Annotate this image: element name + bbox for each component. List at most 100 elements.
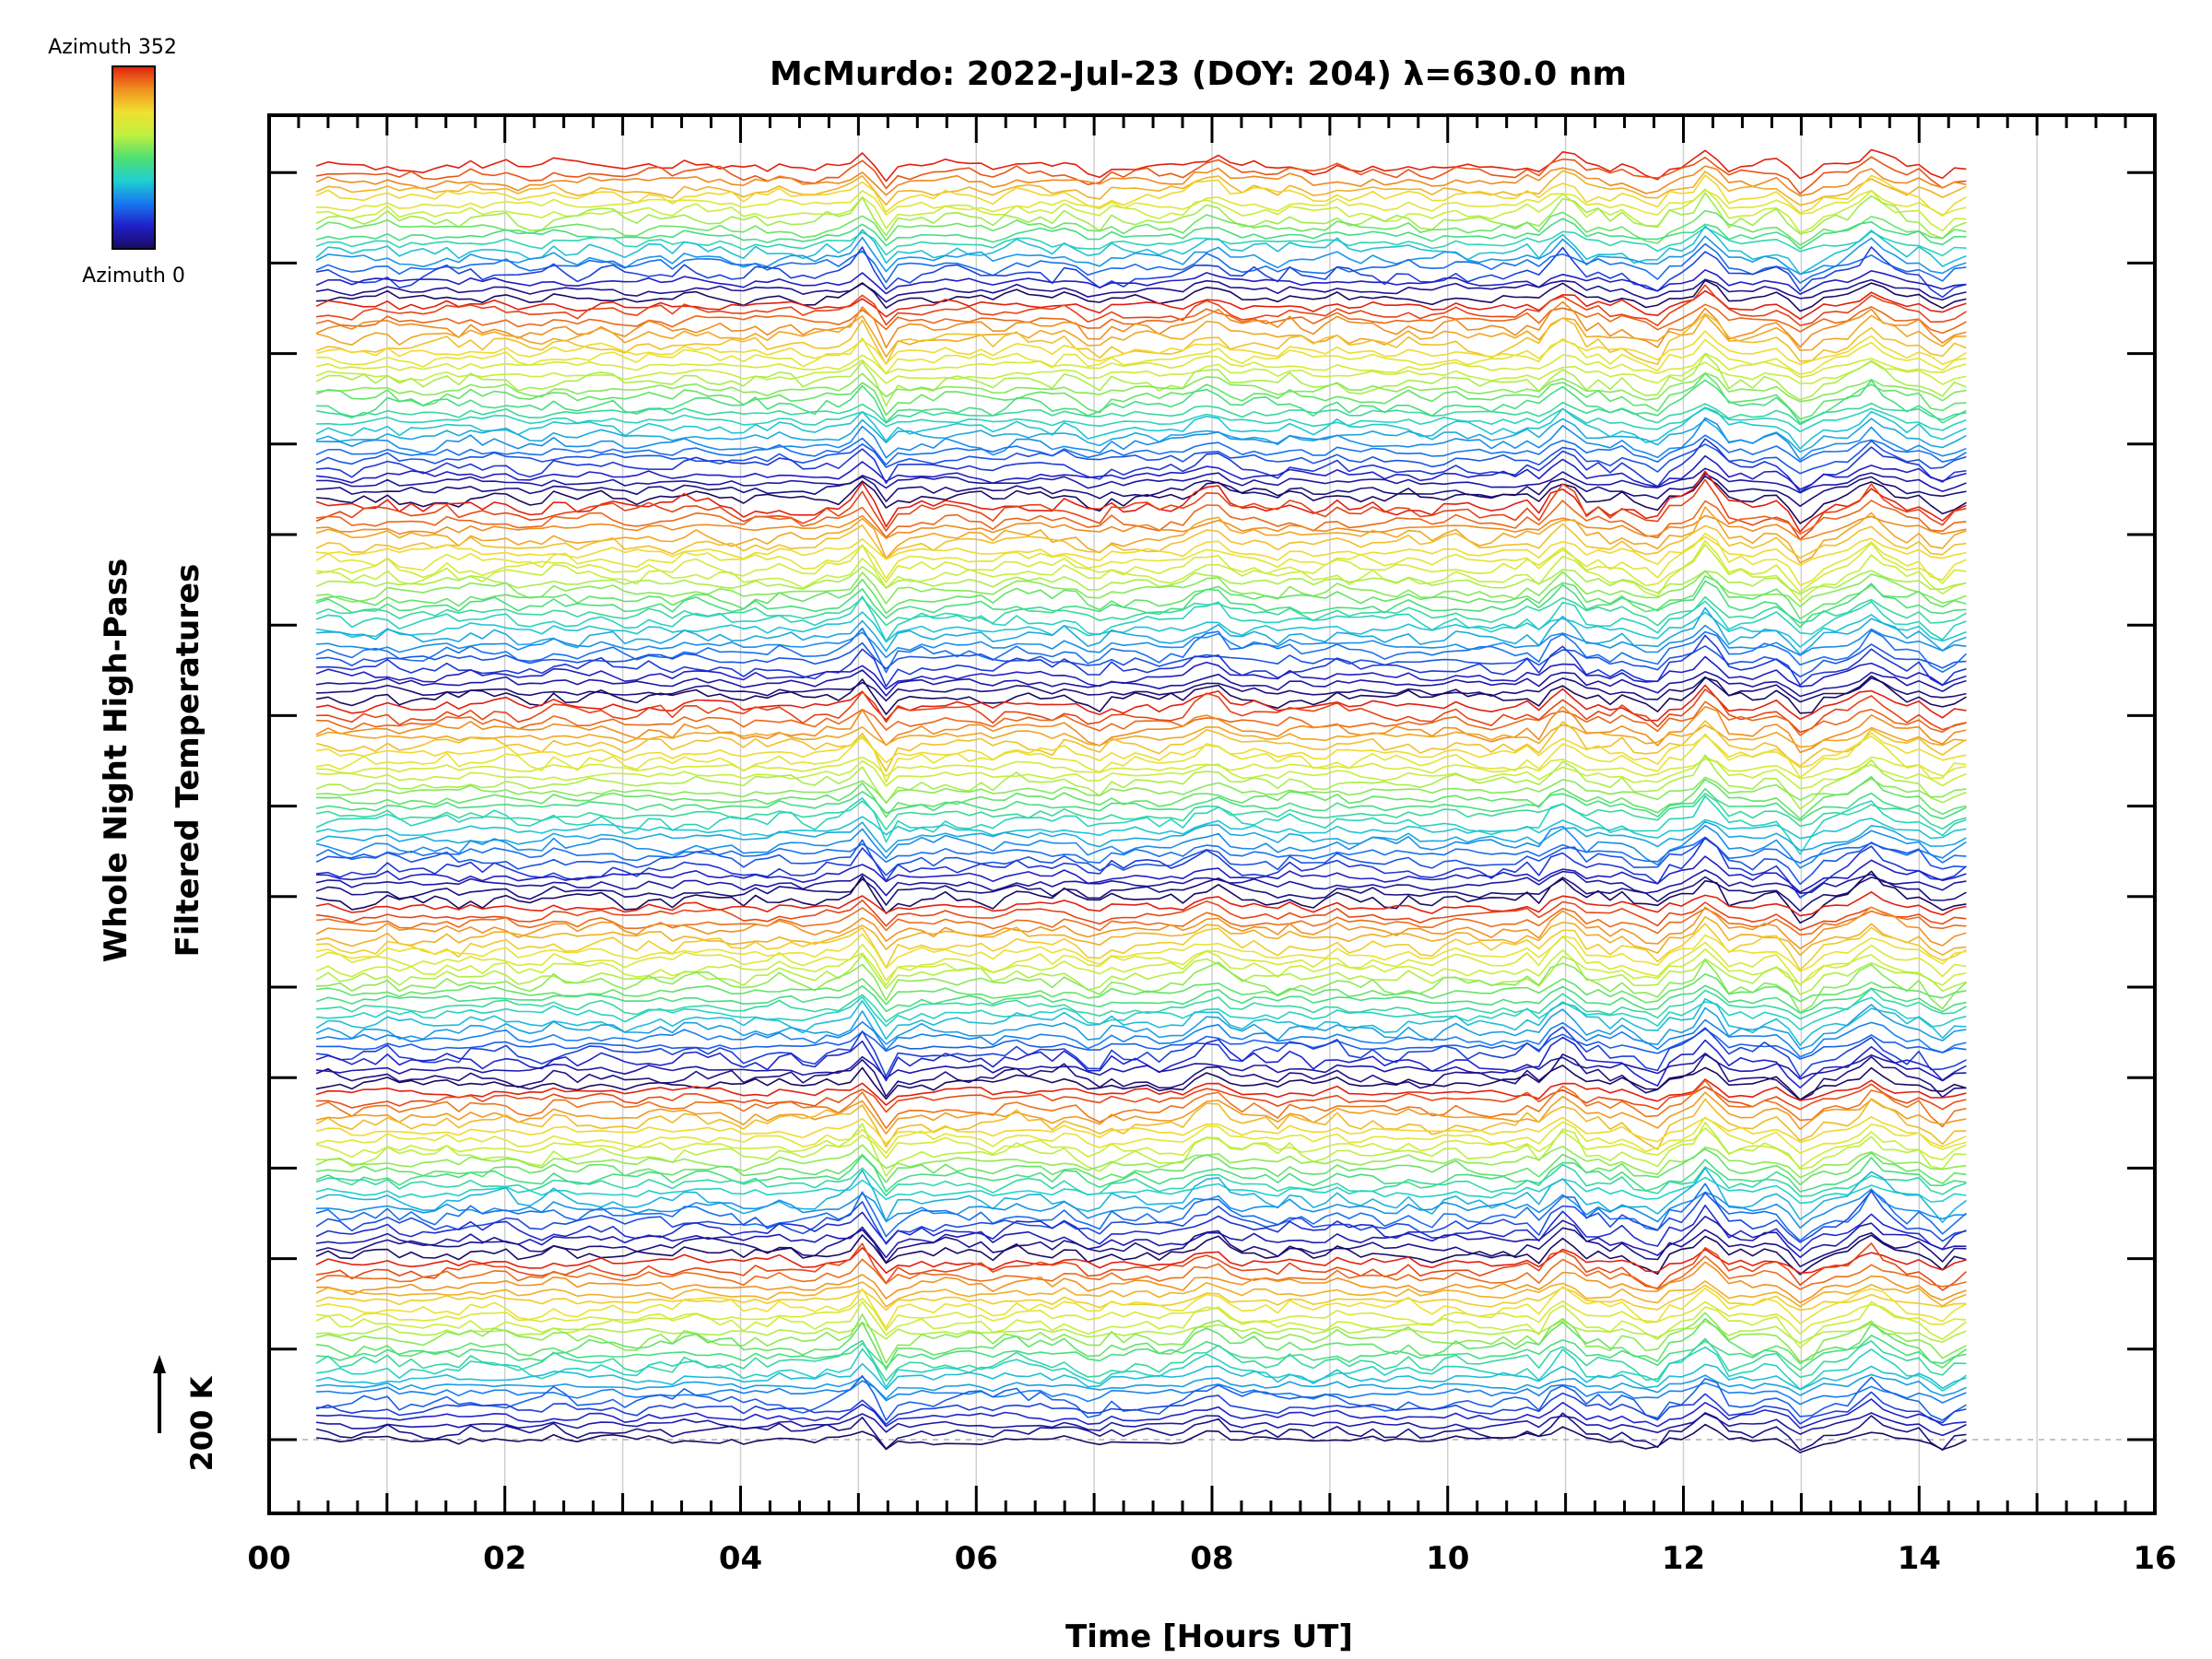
series-line bbox=[316, 1053, 1967, 1082]
series-line bbox=[315, 313, 1967, 358]
series-line bbox=[315, 575, 1967, 620]
series-line bbox=[315, 824, 1967, 869]
series-line bbox=[315, 870, 1967, 924]
series-line bbox=[315, 611, 1967, 648]
series-line bbox=[315, 156, 1967, 194]
series-line bbox=[315, 1036, 1967, 1088]
series-line bbox=[316, 959, 1967, 1014]
series-line bbox=[315, 935, 1967, 986]
series-line bbox=[315, 1312, 1967, 1364]
series-line bbox=[315, 933, 1967, 972]
chart-title: McMurdo: 2022-Jul-23 (DOY: 204) λ=630.0 … bbox=[770, 55, 1627, 93]
x-tick-label: 14 bbox=[1898, 1540, 1941, 1577]
series-line bbox=[315, 1412, 1967, 1452]
series-line bbox=[315, 1205, 1967, 1252]
series-line bbox=[315, 1091, 1967, 1135]
series-line bbox=[315, 209, 1967, 246]
series-line bbox=[315, 1155, 1967, 1193]
series-line bbox=[316, 776, 1967, 804]
series-line bbox=[315, 352, 1967, 379]
series-line bbox=[315, 754, 1967, 810]
series-line bbox=[315, 820, 1967, 853]
series-line bbox=[315, 684, 1967, 722]
series-line bbox=[315, 1182, 1967, 1241]
series-line bbox=[316, 1297, 1967, 1335]
series-line bbox=[316, 535, 1967, 566]
x-tick-label: 00 bbox=[247, 1540, 290, 1577]
y-axis-label-line2: Filtered Temperatures bbox=[170, 564, 206, 958]
series-line bbox=[315, 655, 1967, 690]
series-line bbox=[316, 907, 1967, 935]
series-line bbox=[315, 500, 1967, 539]
series-line bbox=[316, 1083, 1967, 1113]
x-tick-label: 12 bbox=[1662, 1540, 1705, 1577]
series-line bbox=[316, 973, 1967, 1006]
series-line bbox=[315, 732, 1967, 769]
scale-marker: 200 K bbox=[153, 1355, 219, 1471]
series-line bbox=[315, 278, 1967, 303]
series-line bbox=[315, 218, 1967, 250]
series-line bbox=[315, 174, 1967, 217]
series-line bbox=[315, 1362, 1967, 1391]
series-line bbox=[316, 1373, 1967, 1400]
series-line bbox=[315, 353, 1967, 407]
series-line bbox=[316, 1380, 1967, 1406]
series-line bbox=[316, 1423, 1967, 1453]
series-line bbox=[315, 1163, 1967, 1197]
series-line bbox=[315, 948, 1967, 986]
series-line bbox=[315, 303, 1967, 335]
series-line bbox=[316, 189, 1967, 216]
series-line bbox=[315, 470, 1967, 533]
series-line bbox=[316, 634, 1967, 688]
series-line bbox=[315, 1255, 1967, 1290]
series-line bbox=[315, 1098, 1967, 1150]
series-line bbox=[315, 330, 1967, 366]
scale-marker-arrow-head bbox=[153, 1355, 166, 1373]
colorbar-bottom-label: Azimuth 0 bbox=[82, 265, 185, 288]
series-line bbox=[315, 788, 1967, 822]
series-line bbox=[315, 1286, 1967, 1329]
series-line bbox=[316, 1320, 1967, 1344]
series-line bbox=[316, 570, 1967, 607]
colorbar: Azimuth 352 Azimuth 0 bbox=[48, 36, 185, 288]
series-line bbox=[315, 916, 1967, 957]
series-line bbox=[316, 188, 1967, 234]
series-line bbox=[315, 1004, 1967, 1051]
series-line bbox=[315, 891, 1967, 917]
series-line bbox=[315, 998, 1967, 1046]
series-line bbox=[315, 669, 1967, 698]
series-line bbox=[316, 1261, 1967, 1304]
series-line bbox=[315, 165, 1967, 197]
series-line bbox=[315, 269, 1967, 295]
series-line bbox=[316, 775, 1967, 820]
series-line bbox=[316, 676, 1967, 703]
series-line bbox=[315, 1300, 1967, 1348]
series-line bbox=[315, 1053, 1967, 1101]
series-line bbox=[315, 1216, 1967, 1259]
series-line bbox=[315, 1284, 1967, 1312]
x-tick-label: 16 bbox=[2133, 1540, 2176, 1577]
series-line bbox=[315, 401, 1967, 426]
series-line bbox=[316, 606, 1967, 655]
series-line bbox=[315, 246, 1967, 299]
series-line bbox=[316, 1398, 1967, 1430]
series-line bbox=[315, 225, 1967, 276]
series-line bbox=[315, 1147, 1967, 1186]
series-line bbox=[315, 876, 1967, 912]
series-line bbox=[316, 540, 1967, 594]
series-line bbox=[316, 371, 1967, 403]
series-line bbox=[316, 923, 1967, 971]
series-line bbox=[316, 1318, 1967, 1371]
series-line bbox=[316, 855, 1967, 893]
series-line bbox=[316, 1374, 1967, 1421]
series-line bbox=[315, 170, 1967, 206]
series-line bbox=[316, 475, 1967, 524]
series-line bbox=[315, 1116, 1967, 1147]
series-line bbox=[315, 533, 1967, 586]
series-line bbox=[315, 312, 1967, 365]
x-tick-label: 10 bbox=[1426, 1540, 1469, 1577]
series-line bbox=[315, 434, 1967, 465]
series-line bbox=[315, 793, 1967, 830]
series-line bbox=[315, 1176, 1967, 1205]
series-line bbox=[316, 899, 1967, 931]
